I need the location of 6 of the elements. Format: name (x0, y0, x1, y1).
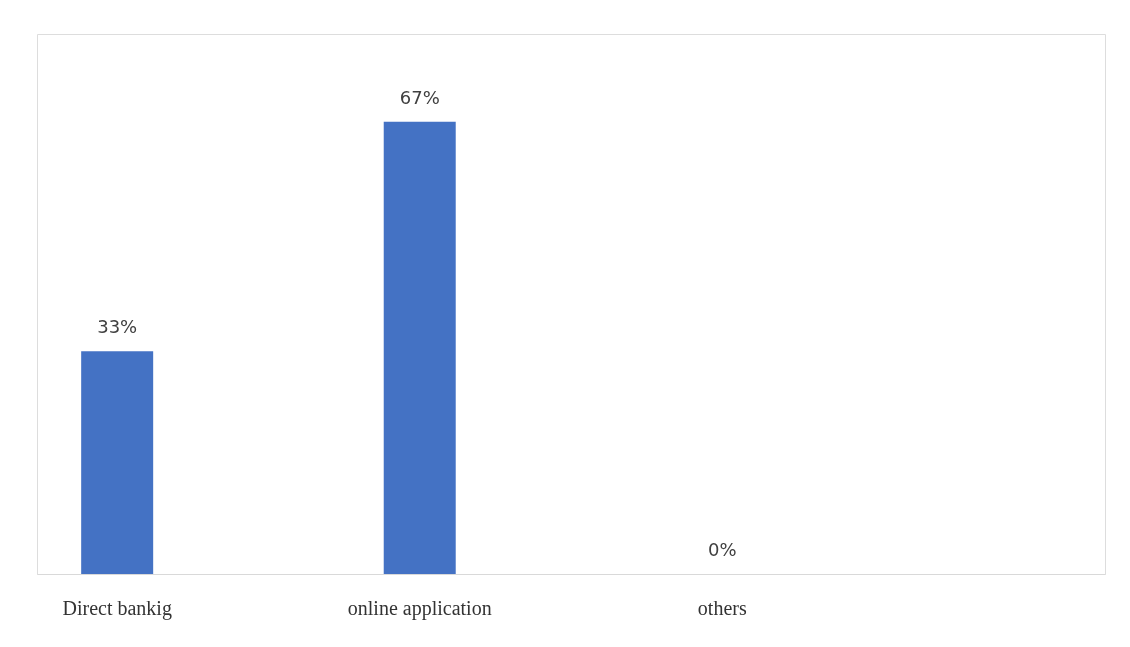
x-tick-label: online application (347, 596, 492, 620)
data-label: 0% (707, 539, 737, 560)
data-label: 33% (97, 316, 138, 338)
x-tick-label: Direct bankig (62, 596, 172, 620)
data-label: 67% (399, 86, 440, 108)
x-tick-label: others (697, 596, 747, 619)
